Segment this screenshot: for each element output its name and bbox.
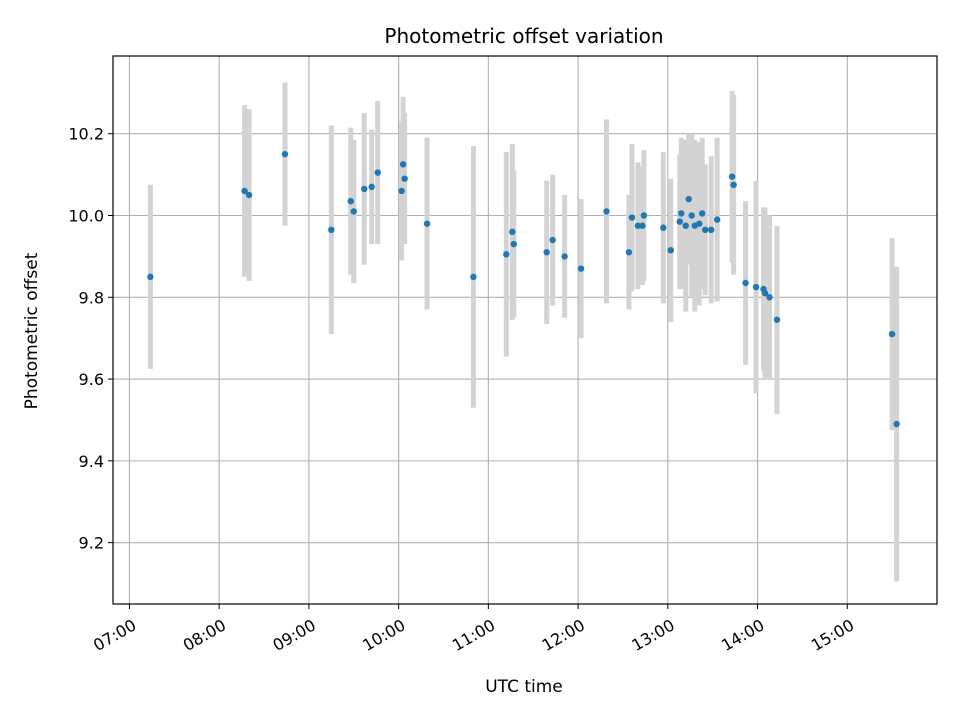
data-point [561,253,568,260]
data-point [147,273,154,281]
x-tick-label: 10:00 [359,615,408,655]
plot-frame [112,55,938,605]
y-tick-label: 9.6 [79,370,104,389]
data-point [361,185,368,193]
x-axis-ticks: 07:00 08:00 09:00 10:00 11:00 12:00 13:00 14:00… [90,604,857,655]
data-point [676,218,683,225]
data-point [773,316,781,323]
data-point [628,214,636,221]
x-tick-label: 14:00 [718,615,767,655]
data-point [509,228,516,236]
data-point [634,222,642,229]
data-point [685,195,692,203]
data-point [423,220,431,227]
data-point [667,247,675,254]
chart-title: Photometric offset variation [384,24,663,48]
data-point [660,224,667,231]
data-point [678,210,685,217]
error-bars [147,82,900,582]
data-point [625,249,633,256]
data-point [696,220,703,227]
data-point [347,197,354,205]
data-point [328,226,335,234]
data-point [603,208,610,215]
grid [113,56,937,604]
data-point [713,216,721,223]
data-point [470,273,477,281]
x-tick-label: 15:00 [808,615,857,655]
data-point [374,169,381,176]
y-tick-label: 10.0 [68,206,104,225]
data-point [401,175,408,182]
data-point [639,222,646,229]
data-point [281,150,289,158]
data-point [752,283,760,291]
data-point [543,249,550,256]
data-point [398,187,405,195]
data-point [549,236,556,244]
data-point [640,212,648,219]
y-tick-label: 9.8 [79,288,104,307]
data-point [510,240,517,248]
y-axis-label: Photometric offset [22,252,42,409]
x-tick-label: 11:00 [449,615,498,655]
y-tick-label: 10.2 [68,125,104,144]
data-point [350,208,357,215]
y-tick-label: 9.2 [79,534,104,553]
data-point [707,226,715,234]
data-point [368,183,375,191]
x-tick-label: 12:00 [539,615,588,655]
data-point [728,173,736,180]
data-point [888,330,896,338]
x-tick-label: 13:00 [628,615,677,655]
data-point [766,294,773,301]
x-tick-label: 09:00 [269,615,318,655]
x-tick-label: 08:00 [180,615,229,655]
y-tick-label: 9.4 [79,452,104,471]
data-point [688,212,695,219]
data-point [893,420,900,428]
data-point [399,161,407,168]
data-point [742,279,749,287]
data-points [147,150,900,428]
data-point [503,251,510,258]
data-point [682,222,689,229]
data-point [761,289,769,297]
data-point [702,226,709,234]
data-point [577,265,585,272]
x-axis-label: UTC time [485,677,563,697]
data-point [245,191,253,199]
data-point [730,181,737,189]
data-point [699,210,706,217]
y-axis-ticks: 9.2 9.4 9.6 9.8 10.0 10.2 [68,125,113,553]
x-tick-label: 07:00 [90,615,139,655]
data-point [241,187,248,195]
